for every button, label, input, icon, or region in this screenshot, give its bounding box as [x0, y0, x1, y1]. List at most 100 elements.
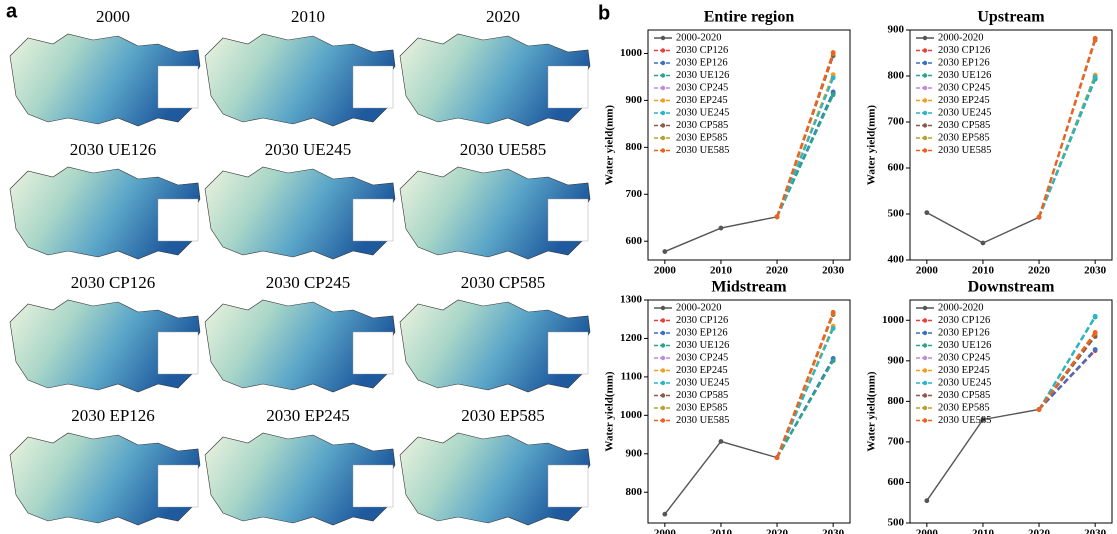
data-point	[662, 512, 667, 517]
y-axis-label: Water yield(mm)	[866, 371, 878, 451]
legend-marker	[661, 331, 665, 335]
x-tick-label: 2000	[916, 265, 939, 277]
data-point	[1093, 36, 1098, 41]
legend-marker	[923, 306, 927, 310]
map-legend	[353, 465, 393, 507]
map-title: 2030 CP585	[461, 273, 546, 292]
data-point	[831, 75, 836, 80]
y-axis-label: Water yield(mm)	[604, 371, 616, 451]
legend-label: 2030 UE245	[938, 377, 991, 388]
x-tick-label: 2000	[654, 528, 677, 534]
chart-title: Upstream	[977, 9, 1045, 26]
legend-label: 2030 EP126	[676, 57, 728, 68]
map-legend	[353, 199, 393, 241]
legend-marker	[923, 368, 927, 372]
y-axis-label: Water yield(mm)	[866, 105, 878, 185]
figure: a b 2000201020202030 UE1262030 UE2452030…	[0, 0, 1117, 534]
data-point	[924, 210, 929, 215]
legend-label: 2030 UE245	[938, 107, 991, 118]
legend-label: 2000-2020	[676, 302, 722, 313]
legend-label: 2030 EP245	[938, 365, 990, 376]
map-title: 2030 CP126	[71, 273, 156, 292]
data-point	[831, 310, 836, 315]
data-point	[1093, 330, 1098, 335]
legend-marker	[923, 98, 927, 102]
map-title: 2030 CP245	[266, 273, 351, 292]
data-point	[1037, 407, 1042, 412]
legend-marker	[923, 418, 927, 422]
legend-label: 2030 CP245	[938, 82, 990, 93]
data-point	[1093, 75, 1098, 80]
legend-label: 2030 UE585	[676, 145, 729, 156]
legend-label: 2030 UE585	[676, 415, 729, 426]
legend-label: 2000-2020	[938, 32, 984, 43]
y-tick-label: 900	[888, 354, 905, 366]
legend-marker	[661, 306, 665, 310]
legend-label: 2030 UE126	[676, 70, 729, 81]
legend-label: 2030 CP585	[676, 120, 728, 131]
legend-marker	[661, 406, 665, 410]
y-tick-label: 500	[888, 208, 905, 220]
legend-label: 2030 EP245	[676, 365, 728, 376]
y-tick-label: 1100	[621, 370, 643, 382]
y-tick-label: 1200	[620, 332, 643, 344]
y-tick-label: 400	[888, 254, 905, 266]
legend-label: 2030 UE585	[938, 415, 991, 426]
legend-label: 2030 EP585	[676, 402, 728, 413]
legend-marker	[661, 393, 665, 397]
x-tick-label: 2020	[1028, 265, 1051, 277]
legend-label: 2030 EP126	[676, 327, 728, 338]
map-title: 2030 UE245	[265, 140, 351, 159]
legend-label: 2030 EP245	[676, 95, 728, 106]
legend-label: 2030 CP126	[938, 315, 990, 326]
data-point	[719, 439, 724, 444]
map-title: 2000	[96, 7, 130, 26]
legend-label: 2030 EP585	[938, 402, 990, 413]
x-tick-label: 2020	[1028, 528, 1051, 534]
legend-marker	[661, 148, 665, 152]
map-legend	[158, 332, 198, 374]
map-legend	[548, 332, 588, 374]
legend-label: 2030 UE245	[676, 377, 729, 388]
x-tick-label: 2030	[822, 528, 845, 534]
legend-marker	[923, 123, 927, 127]
data-point	[1093, 347, 1098, 352]
x-tick-label: 2020	[766, 528, 789, 534]
map-title: 2030 EP245	[266, 406, 350, 425]
series-line	[777, 312, 833, 457]
legend-marker	[661, 123, 665, 127]
data-point	[831, 326, 836, 331]
map-legend	[548, 465, 588, 507]
legend-label: 2030 UE245	[676, 107, 729, 118]
x-tick-label: 2030	[1084, 265, 1107, 277]
data-point	[831, 50, 836, 55]
legend-marker	[661, 111, 665, 115]
map-legend	[548, 199, 588, 241]
panel-label: a	[6, 0, 18, 22]
legend-marker	[661, 136, 665, 140]
legend-marker	[923, 406, 927, 410]
legend-marker	[661, 418, 665, 422]
legend-marker	[923, 331, 927, 335]
legend-marker	[661, 381, 665, 385]
panel-label: b	[598, 2, 610, 24]
legend-marker	[661, 343, 665, 347]
map-legend	[158, 66, 198, 108]
legend-label: 2030 CP245	[938, 352, 990, 363]
x-tick-label: 2030	[822, 265, 845, 277]
y-tick-label: 800	[626, 486, 643, 498]
series-line	[1039, 349, 1095, 409]
series-line	[1039, 38, 1095, 217]
legend-label: 2030 CP585	[938, 390, 990, 401]
y-tick-label: 800	[888, 70, 905, 82]
legend-marker	[923, 393, 927, 397]
map-title: 2020	[486, 7, 520, 26]
data-point	[719, 226, 724, 231]
legend-marker	[923, 381, 927, 385]
legend-marker	[661, 61, 665, 65]
legend-marker	[661, 368, 665, 372]
series-line	[777, 53, 833, 217]
legend-marker	[661, 48, 665, 52]
map-title: 2010	[291, 7, 325, 26]
